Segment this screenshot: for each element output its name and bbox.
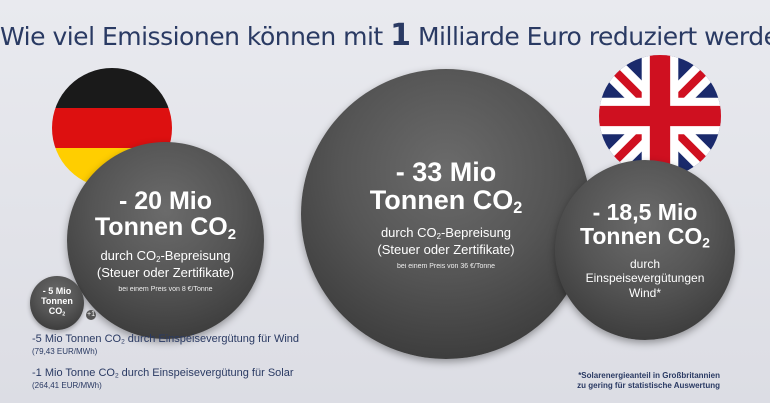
center-bubble: - 33 Mio Tonnen CO2 durch CO2-Bepreisung… <box>301 69 591 359</box>
center-desc-sub: 2 <box>436 232 441 242</box>
title-text-1: Wie viel Emissionen können mit <box>0 22 391 51</box>
title-highlight: 1 <box>390 18 411 53</box>
small-bubble-sub: 2 <box>62 311 66 318</box>
footnote-line1: *Solarenergieanteil in Großbritannien <box>578 371 720 380</box>
germany-amount: - 20 Mio <box>119 188 212 214</box>
legend-wind-prefix: -5 Mio Tonnen CO <box>32 333 122 345</box>
center-unit-text: Tonnen CO <box>369 185 514 216</box>
germany-desc-suffix: -Bepreisung <box>160 248 231 264</box>
uk-unit-sub: 2 <box>702 235 710 251</box>
germany-desc-line2: (Steuer oder Zertifikate) <box>96 264 235 280</box>
uk-bubble: - 18,5 Mio Tonnen CO2 durch Einspeisever… <box>555 160 735 340</box>
center-unit: Tonnen CO2 <box>370 186 523 217</box>
uk-amount: - 18,5 Mio <box>592 198 698 225</box>
center-desc: durch CO2-Bepreisung <box>381 225 511 241</box>
center-desc-prefix: durch CO <box>380 225 437 241</box>
germany-desc-prefix: durch CO <box>100 248 157 264</box>
wind-small-bubble: - 5 Mio Tonnen CO2 <box>30 276 84 330</box>
germany-bubble: - 20 Mio Tonnen CO2 durch CO2-Bepreisung… <box>67 142 264 339</box>
germany-unit-text: Tonnen CO <box>94 212 228 241</box>
legend-wind: -5 Mio Tonnen CO2 durch Einspeisevergütu… <box>32 333 299 356</box>
solar-tiny-bubble: +1 <box>86 310 96 320</box>
legend-wind-sub: 2 <box>121 338 125 346</box>
center-price-note: bei einem Preis von 36 €/Tonne <box>396 263 496 271</box>
legend-wind-price: (79,43 EUR/MWh) <box>32 346 98 356</box>
title-text-2: Milliarde Euro reduziert werden? <box>410 22 770 51</box>
footnote: *Solarenergieanteil in Großbritannien zu… <box>577 371 720 391</box>
uk-unit: Tonnen CO2 <box>580 224 710 251</box>
legend-solar-price: (264,41 EUR/MWh) <box>32 380 102 390</box>
center-desc-line2: (Steuer oder Zertifikate) <box>377 241 515 257</box>
germany-unit: Tonnen CO2 <box>95 214 236 243</box>
uk-desc-line3: Wind* <box>628 285 661 300</box>
uk-desc-line2: Einspeisevergütungen <box>585 271 705 286</box>
uk-flag-icon <box>599 55 721 177</box>
germany-unit-sub: 2 <box>227 225 237 243</box>
legend-solar-suffix: durch Einspeisevergütung für Solar <box>118 367 294 379</box>
small-bubble-line1: - 5 Mio <box>42 286 72 297</box>
germany-amount-line1: - 20 Mio <box>118 186 213 215</box>
center-unit-sub: 2 <box>513 199 523 218</box>
center-amount: - 33 Mio <box>395 156 497 187</box>
center-desc-suffix: -Bepreisung <box>440 225 512 241</box>
germany-price-note: bei einem Preis von 8 €/Tonne <box>118 286 213 294</box>
legend-solar-prefix: -1 Mio Tonne CO <box>32 367 115 379</box>
small-bubble-co: CO <box>48 306 63 317</box>
germany-desc-sub: 2 <box>156 255 161 265</box>
page-title: Wie viel Emissionen können mit 1 Milliar… <box>0 18 770 53</box>
footnote-line2: zu gering für statistische Auswertung <box>577 381 720 390</box>
small-bubble-line3: CO2 <box>48 306 66 318</box>
uk-desc-line1: durch <box>629 256 661 271</box>
legend-wind-suffix: durch Einspeisevergütung für Wind <box>124 333 300 345</box>
uk-unit-text: Tonnen CO <box>580 223 703 250</box>
small-bubble-line2: Tonnen <box>41 296 73 307</box>
germany-desc: durch CO2-Bepreisung <box>100 248 230 264</box>
legend-solar: -1 Mio Tonne CO2 durch Einspeisevergütun… <box>32 367 294 390</box>
legend-solar-sub: 2 <box>114 372 119 380</box>
